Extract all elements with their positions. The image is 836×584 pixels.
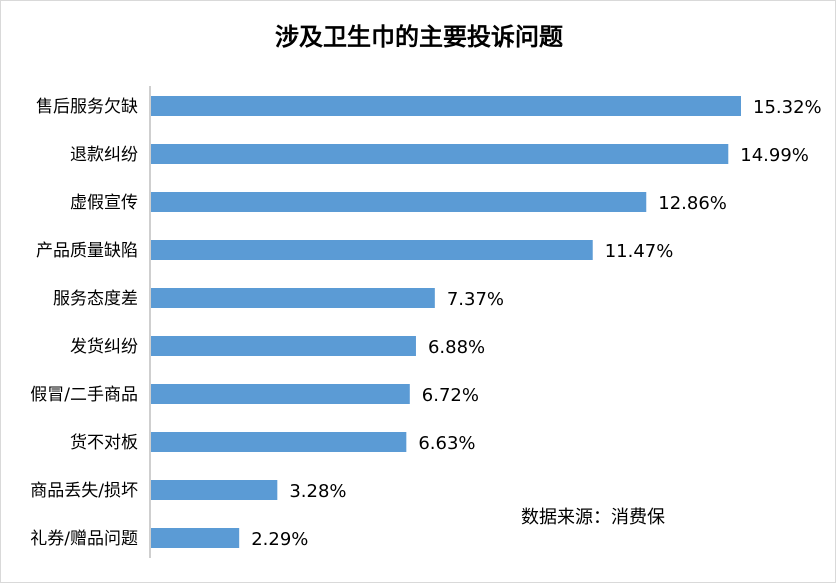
bar [151, 432, 407, 452]
category-label: 虚假宣传 [70, 193, 138, 213]
source-note: 数据来源：消费保 [521, 507, 665, 528]
bar [151, 288, 435, 308]
value-label: 14.99% [740, 145, 809, 166]
bar [151, 384, 410, 404]
value-label: 2.29% [251, 529, 308, 550]
category-label: 假冒/二手商品 [30, 385, 138, 405]
category-label: 售后服务欠缺 [36, 97, 138, 117]
value-label: 3.28% [289, 481, 346, 502]
value-label: 7.37% [447, 289, 504, 310]
chart-title: 涉及卫生巾的主要投诉问题 [275, 23, 563, 51]
category-label: 商品丢失/损坏 [30, 481, 138, 501]
bars-layer: 售后服务欠缺 15.32% 退款纠纷 14.99% 虚假宣传 12.86% 产品质量缺陷 11… [30, 96, 822, 550]
bar [151, 144, 729, 164]
value-label: 6.88% [428, 337, 485, 358]
value-label: 15.32% [753, 97, 822, 118]
category-label: 礼券/赠品问题 [30, 529, 138, 549]
category-label: 产品质量缺陷 [36, 241, 138, 261]
bar [151, 192, 647, 212]
value-label: 6.63% [418, 433, 475, 454]
bar [151, 240, 593, 260]
category-label: 退款纠纷 [70, 145, 138, 165]
category-label: 发货纠纷 [70, 337, 138, 357]
bar [151, 96, 741, 116]
value-label: 11.47% [605, 241, 674, 262]
bar [151, 336, 416, 356]
bar [151, 480, 278, 500]
value-label: 6.72% [422, 385, 479, 406]
bar [151, 528, 240, 548]
value-label: 12.86% [658, 193, 727, 214]
category-label: 服务态度差 [53, 289, 138, 309]
category-label: 货不对板 [70, 433, 138, 453]
